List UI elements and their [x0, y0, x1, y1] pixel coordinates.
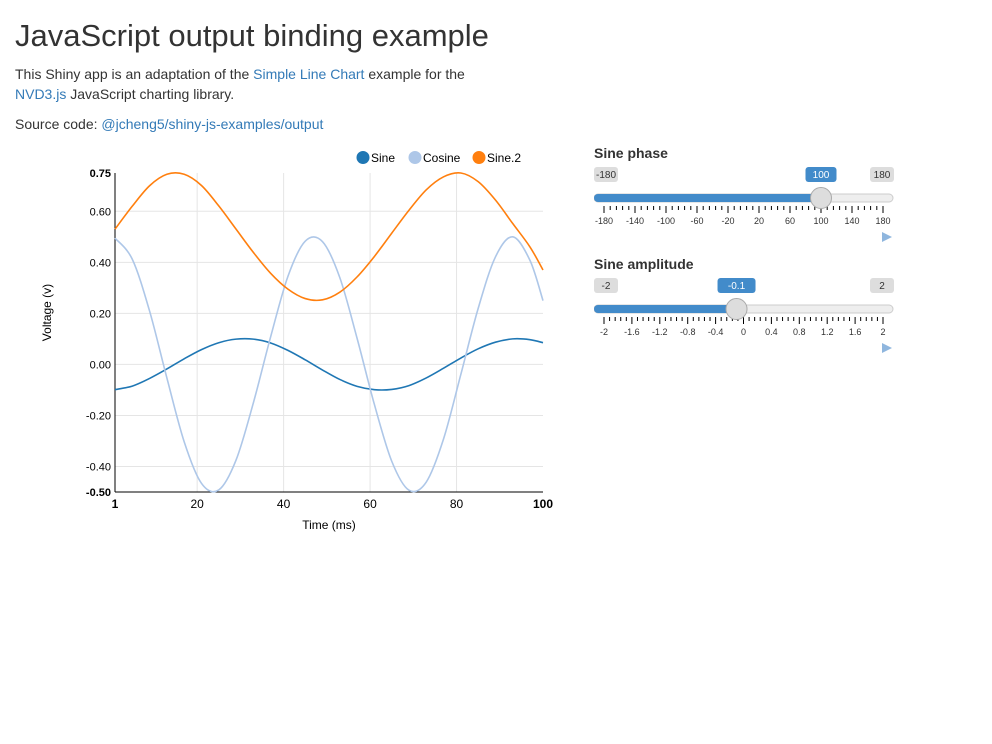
- slider-tick-label: -1.2: [652, 327, 668, 337]
- y-tick-label: -0.40: [86, 461, 111, 473]
- slider-tick-label: -100: [657, 216, 675, 226]
- nvd3-link[interactable]: NVD3.js: [15, 86, 67, 102]
- x-tick-label: 80: [450, 497, 464, 511]
- svg-text:-2: -2: [602, 281, 611, 292]
- sine-amplitude-slider[interactable]: -2 2 -0.1 -2 -1.6 -1.2 -0.8 -0.4 0 0.4 0.8 1.2 1.6 2: [594, 272, 894, 362]
- legend-dot-icon: [356, 151, 370, 164]
- line-chart: -0.50 -0.40 -0.20 0.00 0.20 0.40 0.60 0.75 1 20 40…: [40, 151, 553, 532]
- y-tick-label: -0.50: [86, 487, 111, 499]
- legend-item[interactable]: Sine.2: [472, 151, 521, 165]
- sine-phase-label: Sine phase: [594, 145, 668, 161]
- play-icon[interactable]: [882, 232, 892, 242]
- x-tick-label: 1: [112, 497, 119, 511]
- slider-tick-label: -140: [626, 216, 644, 226]
- slider-value-label: 100: [805, 167, 837, 182]
- legend-dot-icon: [472, 151, 486, 164]
- slider-max-label: 180: [870, 167, 894, 182]
- legend-item[interactable]: Cosine: [408, 151, 461, 165]
- x-tick-label: 60: [363, 497, 377, 511]
- y-tick-label: 0.20: [90, 308, 111, 320]
- slider-min-label: -180: [594, 167, 618, 182]
- page-title: JavaScript output binding example: [15, 18, 489, 53]
- sine-amplitude-label: Sine amplitude: [594, 256, 694, 272]
- slider-tick-label: -180: [595, 216, 613, 226]
- slider-tick-label: -0.8: [680, 327, 696, 337]
- y-tick-label: 0.75: [90, 168, 111, 180]
- sine-phase-control: Sine phase -180 180 100 -180 -140 -100 -60 -20 2…: [594, 145, 894, 251]
- slider-tick-label: 20: [754, 216, 764, 226]
- svg-text:-180: -180: [596, 170, 616, 181]
- slider-fill: [594, 194, 821, 202]
- y-tick-label: 0.40: [90, 257, 111, 269]
- source-prefix: Source code:: [15, 116, 102, 132]
- slider-value-label: -0.1: [717, 278, 756, 293]
- legend-item[interactable]: Sine: [356, 151, 395, 165]
- slider-tick-label: 1.6: [849, 327, 862, 337]
- svg-text:180: 180: [874, 170, 891, 181]
- source-code-link[interactable]: @jcheng5/shiny-js-examples/output: [101, 116, 324, 132]
- legend-label: Cosine: [423, 151, 461, 165]
- slider-tick-label: 180: [875, 216, 890, 226]
- legend-label: Sine.2: [487, 151, 521, 165]
- simple-line-chart-link[interactable]: Simple Line Chart: [253, 66, 365, 82]
- slider-tick-label: -2: [600, 327, 608, 337]
- slider-fill: [594, 305, 737, 313]
- svg-text:100: 100: [813, 170, 830, 181]
- series-line-sine-2: [114, 172, 544, 302]
- y-axis-label: Voltage (v): [40, 284, 54, 341]
- slider-tick-label: 0.8: [793, 327, 806, 337]
- slider-min-label: -2: [594, 278, 618, 293]
- intro-text-2: example for the: [364, 66, 465, 82]
- intro-text-1: This Shiny app is an adaptation of the: [15, 66, 254, 82]
- x-tick-label: 100: [533, 497, 553, 511]
- slider-tick-label: 0.4: [765, 327, 778, 337]
- source-paragraph: Source code: @jcheng5/shiny-js-examples/…: [15, 114, 323, 134]
- series-line-sine: [114, 337, 544, 391]
- y-tick-label: -0.20: [86, 410, 111, 422]
- slider-tick-label: 60: [785, 216, 795, 226]
- slider-tick-label: -20: [721, 216, 734, 226]
- slider-tick-label: 2: [880, 327, 885, 337]
- x-tick-label: 40: [277, 497, 291, 511]
- slider-tick-label: 140: [844, 216, 859, 226]
- slider-tick-label: -0.4: [708, 327, 724, 337]
- slider-tick-label: -60: [690, 216, 703, 226]
- slider-max-label: 2: [870, 278, 894, 293]
- x-axis-label: Time (ms): [302, 518, 356, 532]
- legend-dot-icon: [408, 151, 422, 164]
- intro-paragraph: This Shiny app is an adaptation of the S…: [15, 64, 495, 104]
- slider-tick-label: 0: [741, 327, 746, 337]
- sine-amplitude-control: Sine amplitude -2 2 -0.1 -2 -1.6 -1.2 -0.8 -0.4…: [594, 256, 894, 362]
- slider-tick-label: -1.6: [624, 327, 640, 337]
- slider-tick-label: 100: [813, 216, 828, 226]
- svg-text:-0.1: -0.1: [728, 281, 746, 292]
- intro-text-3: JavaScript charting library.: [66, 86, 235, 102]
- slider-handle[interactable]: [725, 298, 748, 320]
- x-tick-label: 20: [190, 497, 204, 511]
- legend-label: Sine: [371, 151, 395, 165]
- slider-tick-label: 1.2: [821, 327, 834, 337]
- slider-handle[interactable]: [810, 187, 832, 209]
- sine-phase-slider[interactable]: -180 180 100 -180 -140 -100 -60 -20 20 60 100 140 18…: [594, 161, 894, 251]
- y-tick-label: 0.60: [90, 206, 111, 218]
- series-line-cosine: [114, 236, 544, 493]
- play-icon[interactable]: [882, 343, 892, 353]
- y-tick-label: 0.00: [90, 359, 111, 371]
- svg-text:2: 2: [879, 281, 885, 292]
